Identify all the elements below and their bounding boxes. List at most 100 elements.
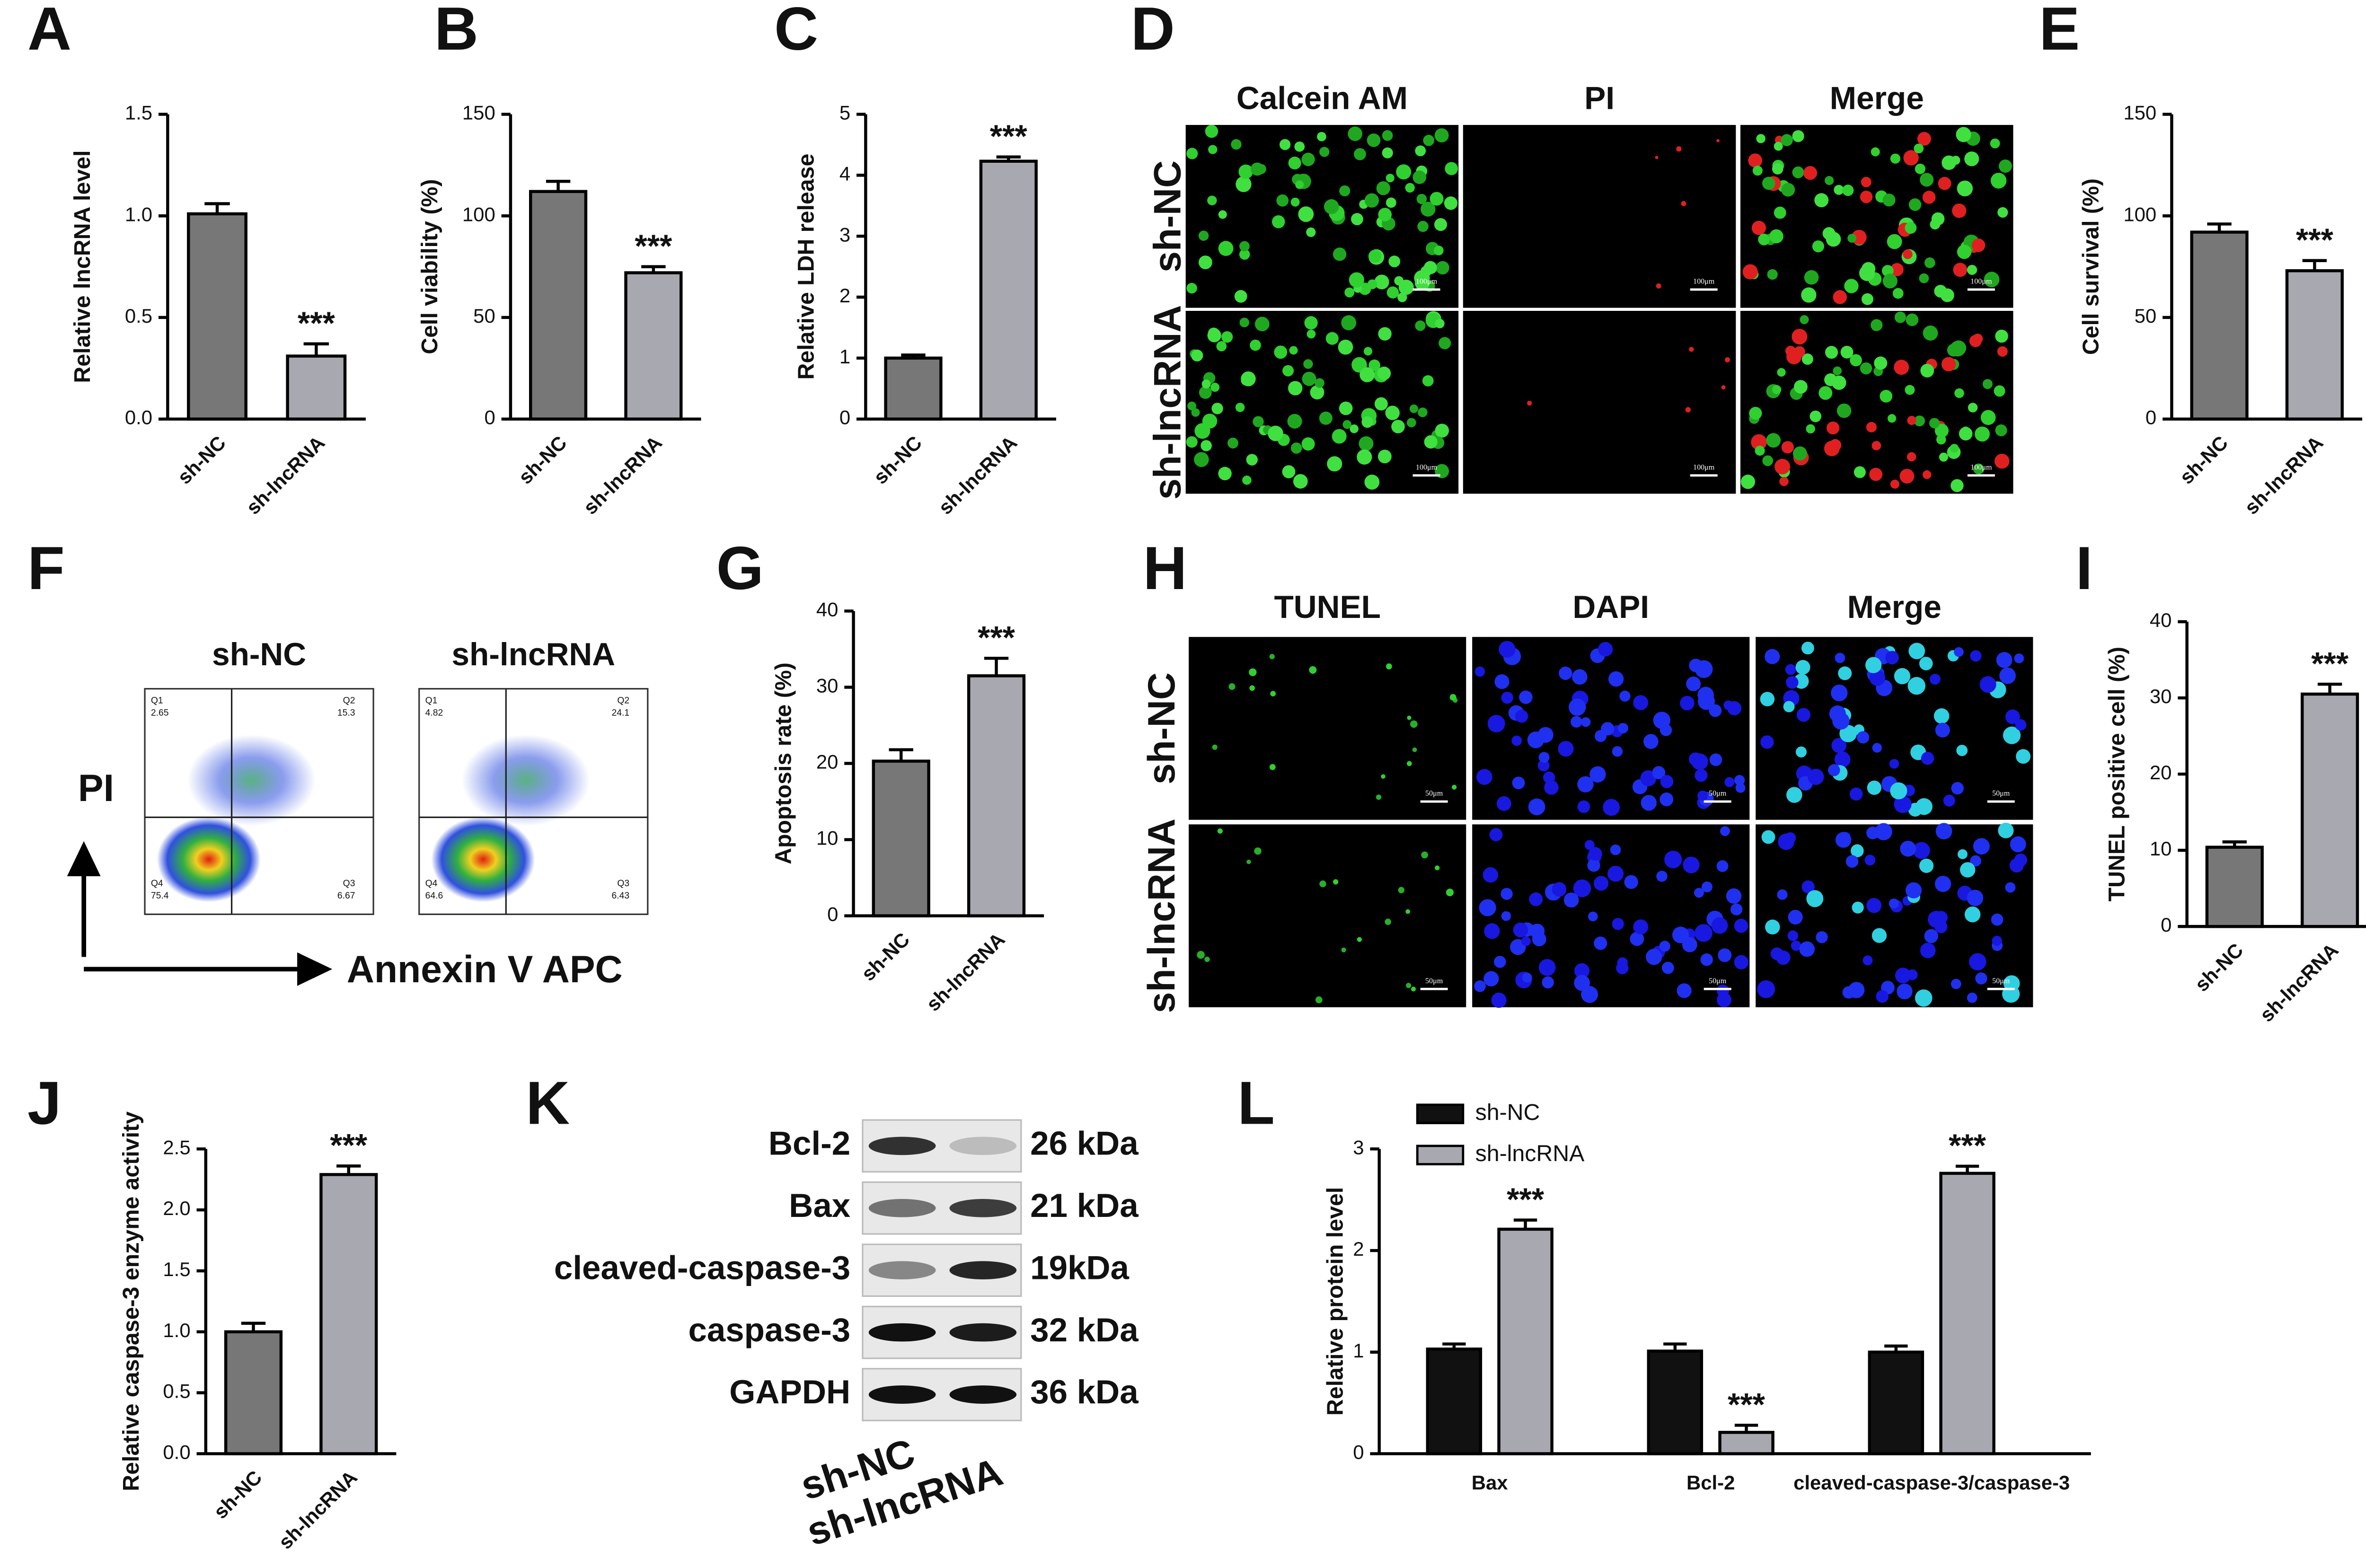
cell (1655, 156, 1659, 159)
y-tick-label: 10 (2150, 837, 2172, 860)
size-label: 32 kDa (1030, 1312, 1139, 1349)
significance: *** (2296, 222, 2334, 258)
legend-swatch (1416, 1145, 1465, 1165)
error-bar (303, 342, 329, 356)
flow-cloud (187, 734, 316, 826)
y-axis-label: Relative LDH release (794, 154, 819, 380)
cell (1378, 208, 1392, 221)
cell (1970, 650, 1982, 662)
cell (1681, 201, 1686, 206)
cell (1872, 441, 1881, 450)
bar (872, 759, 930, 917)
quadrant-value: 6.67 (337, 891, 355, 901)
cell (1854, 466, 1866, 478)
cell (1246, 454, 1258, 466)
cell (1201, 440, 1212, 451)
cell (1242, 476, 1252, 485)
y-axis-label: TUNEL positive cell (%) (2104, 647, 2129, 902)
x-tick-label: sh-lncRNA (2240, 432, 2328, 519)
error-bar (1884, 1344, 1908, 1352)
cell (1776, 950, 1791, 965)
error-bar (546, 180, 571, 192)
y-tick-label: 20 (816, 751, 839, 773)
cell (1833, 366, 1842, 376)
cell (1339, 401, 1353, 415)
cell (1529, 892, 1543, 907)
cell (1890, 263, 1904, 276)
cell (1788, 909, 1803, 925)
y-tick-label: 2 (839, 284, 850, 307)
cell (1594, 936, 1607, 950)
cell (1825, 176, 1834, 185)
cell (1338, 339, 1353, 355)
cell (1766, 433, 1781, 448)
cell (1295, 180, 1304, 189)
significance: *** (1949, 1128, 1986, 1163)
cell (1269, 654, 1275, 660)
cell (1781, 183, 1795, 197)
panel-letter: D (1131, 0, 1175, 63)
cell (1774, 458, 1790, 475)
cell (1282, 365, 1294, 377)
bar (967, 674, 1026, 917)
cell (1391, 420, 1405, 433)
cell (1386, 663, 1392, 669)
error-bar (2207, 222, 2232, 232)
cell (1194, 452, 1209, 467)
cell (1378, 327, 1392, 341)
bar (1939, 1172, 1995, 1455)
cell (1914, 143, 1924, 154)
x-tick-label: sh-lncRNA (579, 432, 666, 519)
cell (1302, 371, 1316, 386)
cell (1211, 403, 1223, 414)
cell (1374, 397, 1388, 411)
cell (1319, 880, 1326, 888)
y-tick-label: 0.5 (125, 305, 152, 327)
cell (1367, 279, 1377, 290)
cell (1959, 427, 1973, 440)
y-tick-label: 30 (816, 675, 839, 697)
cell (1994, 385, 2005, 397)
cell (1933, 708, 1950, 724)
row-label: sh-lncRNA (1147, 305, 1189, 500)
cell (1956, 745, 1968, 756)
cell (1772, 163, 1783, 175)
cell (1435, 318, 1445, 328)
cell (1424, 435, 1438, 449)
column-header: DAPI (1572, 590, 1649, 625)
y-tick-label: 3 (839, 223, 850, 246)
significance: *** (330, 1128, 368, 1163)
cell (1643, 734, 1659, 749)
significance: *** (1728, 1387, 1766, 1423)
error-bar (1513, 1218, 1537, 1229)
y-tick-label: 0 (827, 903, 838, 925)
cell (1610, 844, 1621, 855)
cell (1218, 210, 1227, 219)
cell (1349, 272, 1364, 288)
cell (1405, 909, 1411, 914)
cell (1204, 956, 1210, 962)
cell (1922, 470, 1932, 479)
cell (1865, 657, 1882, 673)
cell (1934, 911, 1948, 925)
legend-label: sh-lncRNA (1475, 1141, 1585, 1166)
cell (1287, 414, 1302, 429)
cell (1412, 747, 1417, 752)
cell (1953, 263, 1968, 277)
cell (1436, 261, 1449, 275)
cell (1734, 918, 1748, 933)
cell (1364, 193, 1379, 208)
cell (1806, 424, 1815, 434)
cell (1834, 185, 1844, 195)
cell (1800, 315, 1809, 325)
cell (1889, 898, 1899, 909)
cell (1908, 643, 1925, 660)
cell (1199, 386, 1212, 399)
y-tick-label: 50 (473, 305, 495, 327)
cell (1816, 931, 1828, 943)
cell (1793, 380, 1808, 394)
error-bar (996, 155, 1021, 161)
cell (1735, 783, 1746, 793)
cell (1859, 265, 1875, 281)
